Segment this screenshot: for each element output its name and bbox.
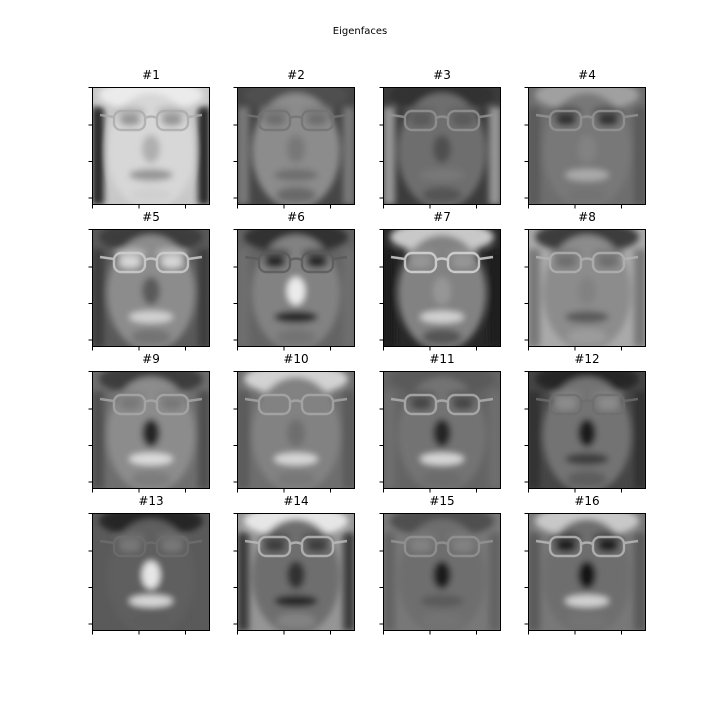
panel-title: #5 [142,210,160,224]
panel-title: #1 [142,68,160,82]
panel-title: #8 [578,210,596,224]
panel-title: #9 [142,352,160,366]
panel-title: #13 [138,494,164,508]
panel-title: #11 [429,352,455,366]
panel-title: #3 [433,68,451,82]
eigenface-image [524,229,646,351]
eigenface-image [524,371,646,493]
panel-title: #6 [287,210,305,224]
eigenface-image [524,87,646,209]
panel-title: #12 [574,352,600,366]
eigenface-image [379,513,501,635]
eigenface-image [88,513,210,635]
eigenface-image [524,513,646,635]
eigenface-image [233,371,355,493]
panel-title: #7 [433,210,451,224]
eigenface-image [379,371,501,493]
eigenface-image [88,87,210,209]
eigenface-image [233,229,355,351]
eigenface-image [233,87,355,209]
panel-title: #15 [429,494,455,508]
panel-title: #10 [283,352,309,366]
eigenface-image [88,229,210,351]
eigenface-image [88,371,210,493]
eigenface-image [379,229,501,351]
panel-title: #16 [574,494,600,508]
eigenface-image [379,87,501,209]
panel-title: #2 [287,68,305,82]
panel-title: #14 [283,494,309,508]
eigenface-image [233,513,355,635]
panel-title: #4 [578,68,596,82]
figure-title: Eigenfaces [332,26,388,37]
